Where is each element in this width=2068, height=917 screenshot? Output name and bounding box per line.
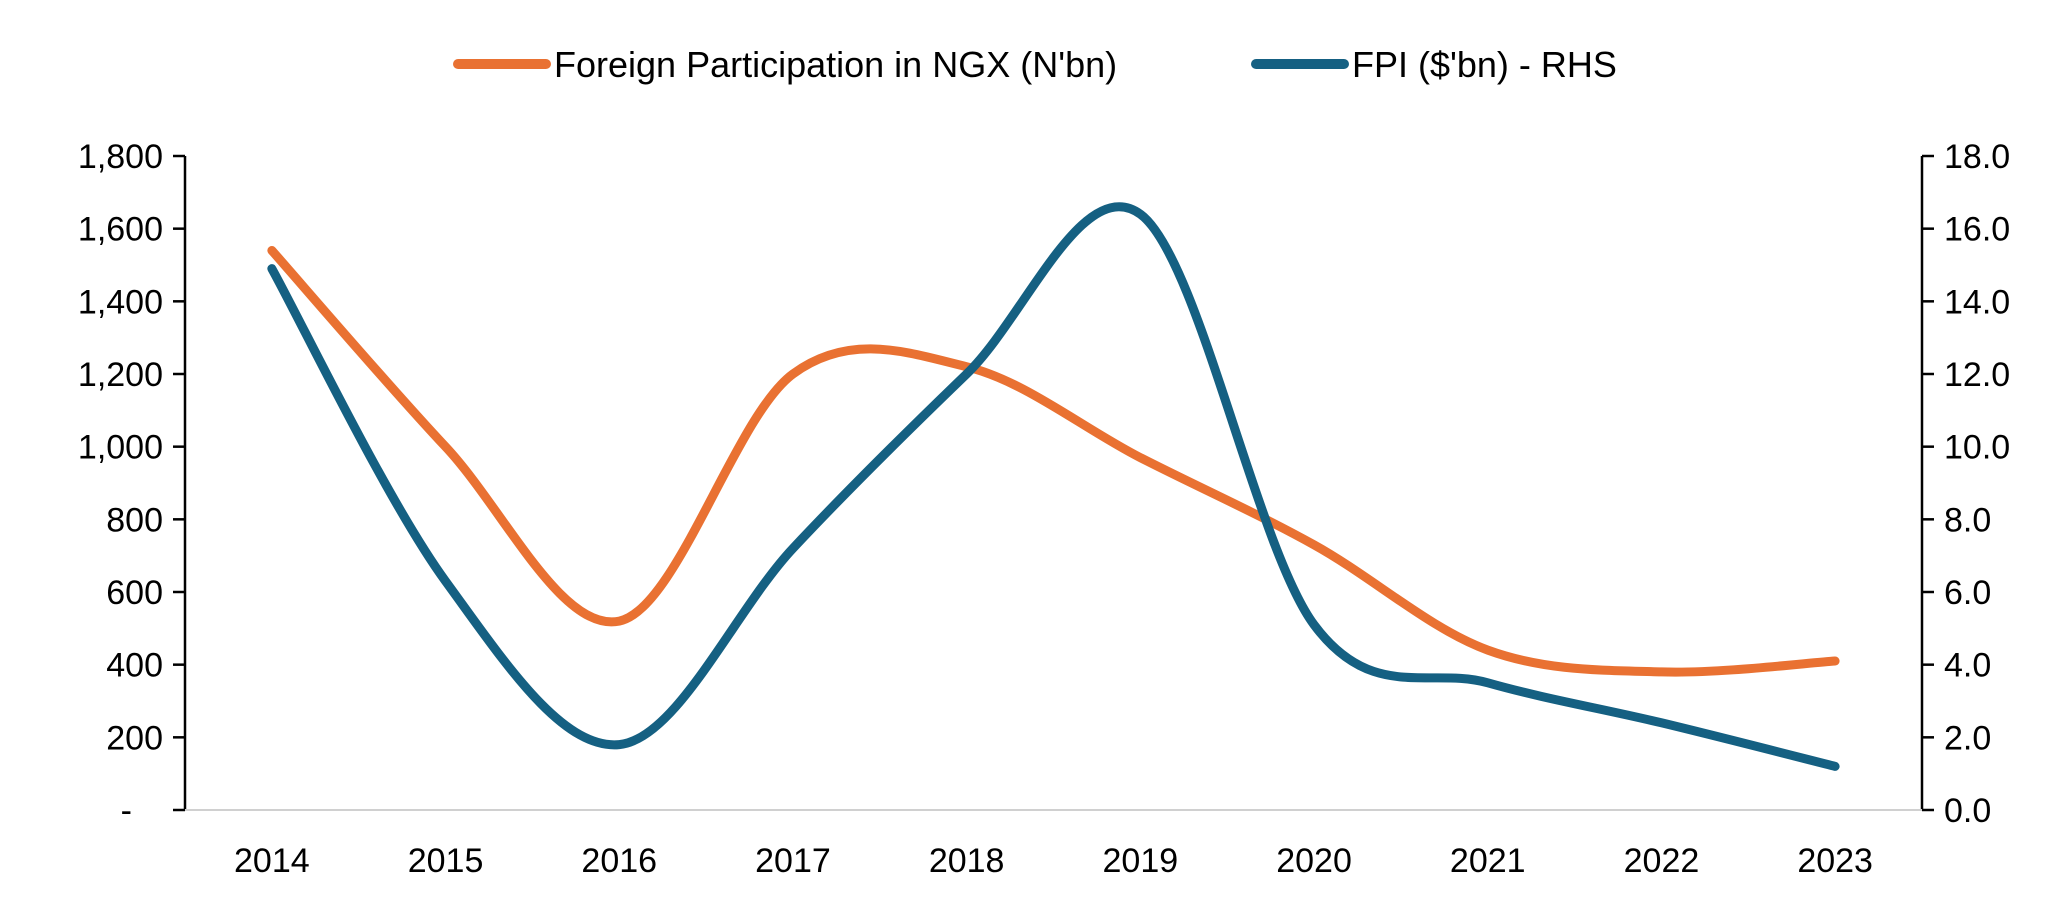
x-tick-label: 2019 (1103, 842, 1179, 880)
series-line-2 (267, 202, 1840, 771)
x-tick-label: 2022 (1624, 842, 1700, 880)
x-tick-label: 2020 (1276, 842, 1352, 880)
y-left-tick-label: 1,600 (78, 211, 163, 249)
y-left-tick-label: - (121, 792, 132, 830)
y-left-tick-label: 1,000 (78, 429, 163, 467)
x-tick-label: 2023 (1797, 842, 1873, 880)
x-tick-label: 2021 (1450, 842, 1526, 880)
y-left-tick-label: 600 (106, 574, 163, 612)
y-right-tick-label: 4.0 (1944, 647, 1991, 685)
y-right-tick-label: 10.0 (1944, 429, 2010, 467)
y-right-tick-label: 0.0 (1944, 792, 1991, 830)
x-tick-label: 2016 (581, 842, 657, 880)
y-left-tick-label: 1,200 (78, 356, 163, 394)
y-right-tick-label: 2.0 (1944, 719, 1991, 757)
axes: - 200 400 600 800 1,000 1,200 1,400 1,600 1,800 0.… (78, 138, 2010, 880)
y-left-tick-label: 1,400 (78, 283, 163, 321)
series-line-1 (267, 245, 1840, 677)
legend-label-2: FPI ($'bn) - RHS (1352, 44, 1617, 85)
y-left-tick-label: 200 (106, 719, 163, 757)
y-right-tick-label: 16.0 (1944, 211, 2010, 249)
y-right-tick-label: 14.0 (1944, 283, 2010, 321)
y-right-tick-label: 6.0 (1944, 574, 1991, 612)
y-left-tick-label: 800 (106, 501, 163, 539)
x-tick-label: 2017 (755, 842, 831, 880)
series-layer (267, 202, 1840, 771)
x-tick-label: 2014 (234, 842, 310, 880)
y-right-tick-label: 18.0 (1944, 138, 2010, 176)
x-tick-label: 2015 (408, 842, 484, 880)
legend-label-1: Foreign Participation in NGX (N'bn) (554, 44, 1117, 85)
y-left-tick-label: 400 (106, 647, 163, 685)
y-right-tick-label: 8.0 (1944, 501, 1991, 539)
x-tick-label: 2018 (929, 842, 1005, 880)
y-left-tick-label: 1,800 (78, 138, 163, 176)
legend: Foreign Participation in NGX (N'bn) FPI (… (453, 44, 1617, 85)
y-right-tick-label: 12.0 (1944, 356, 2010, 394)
